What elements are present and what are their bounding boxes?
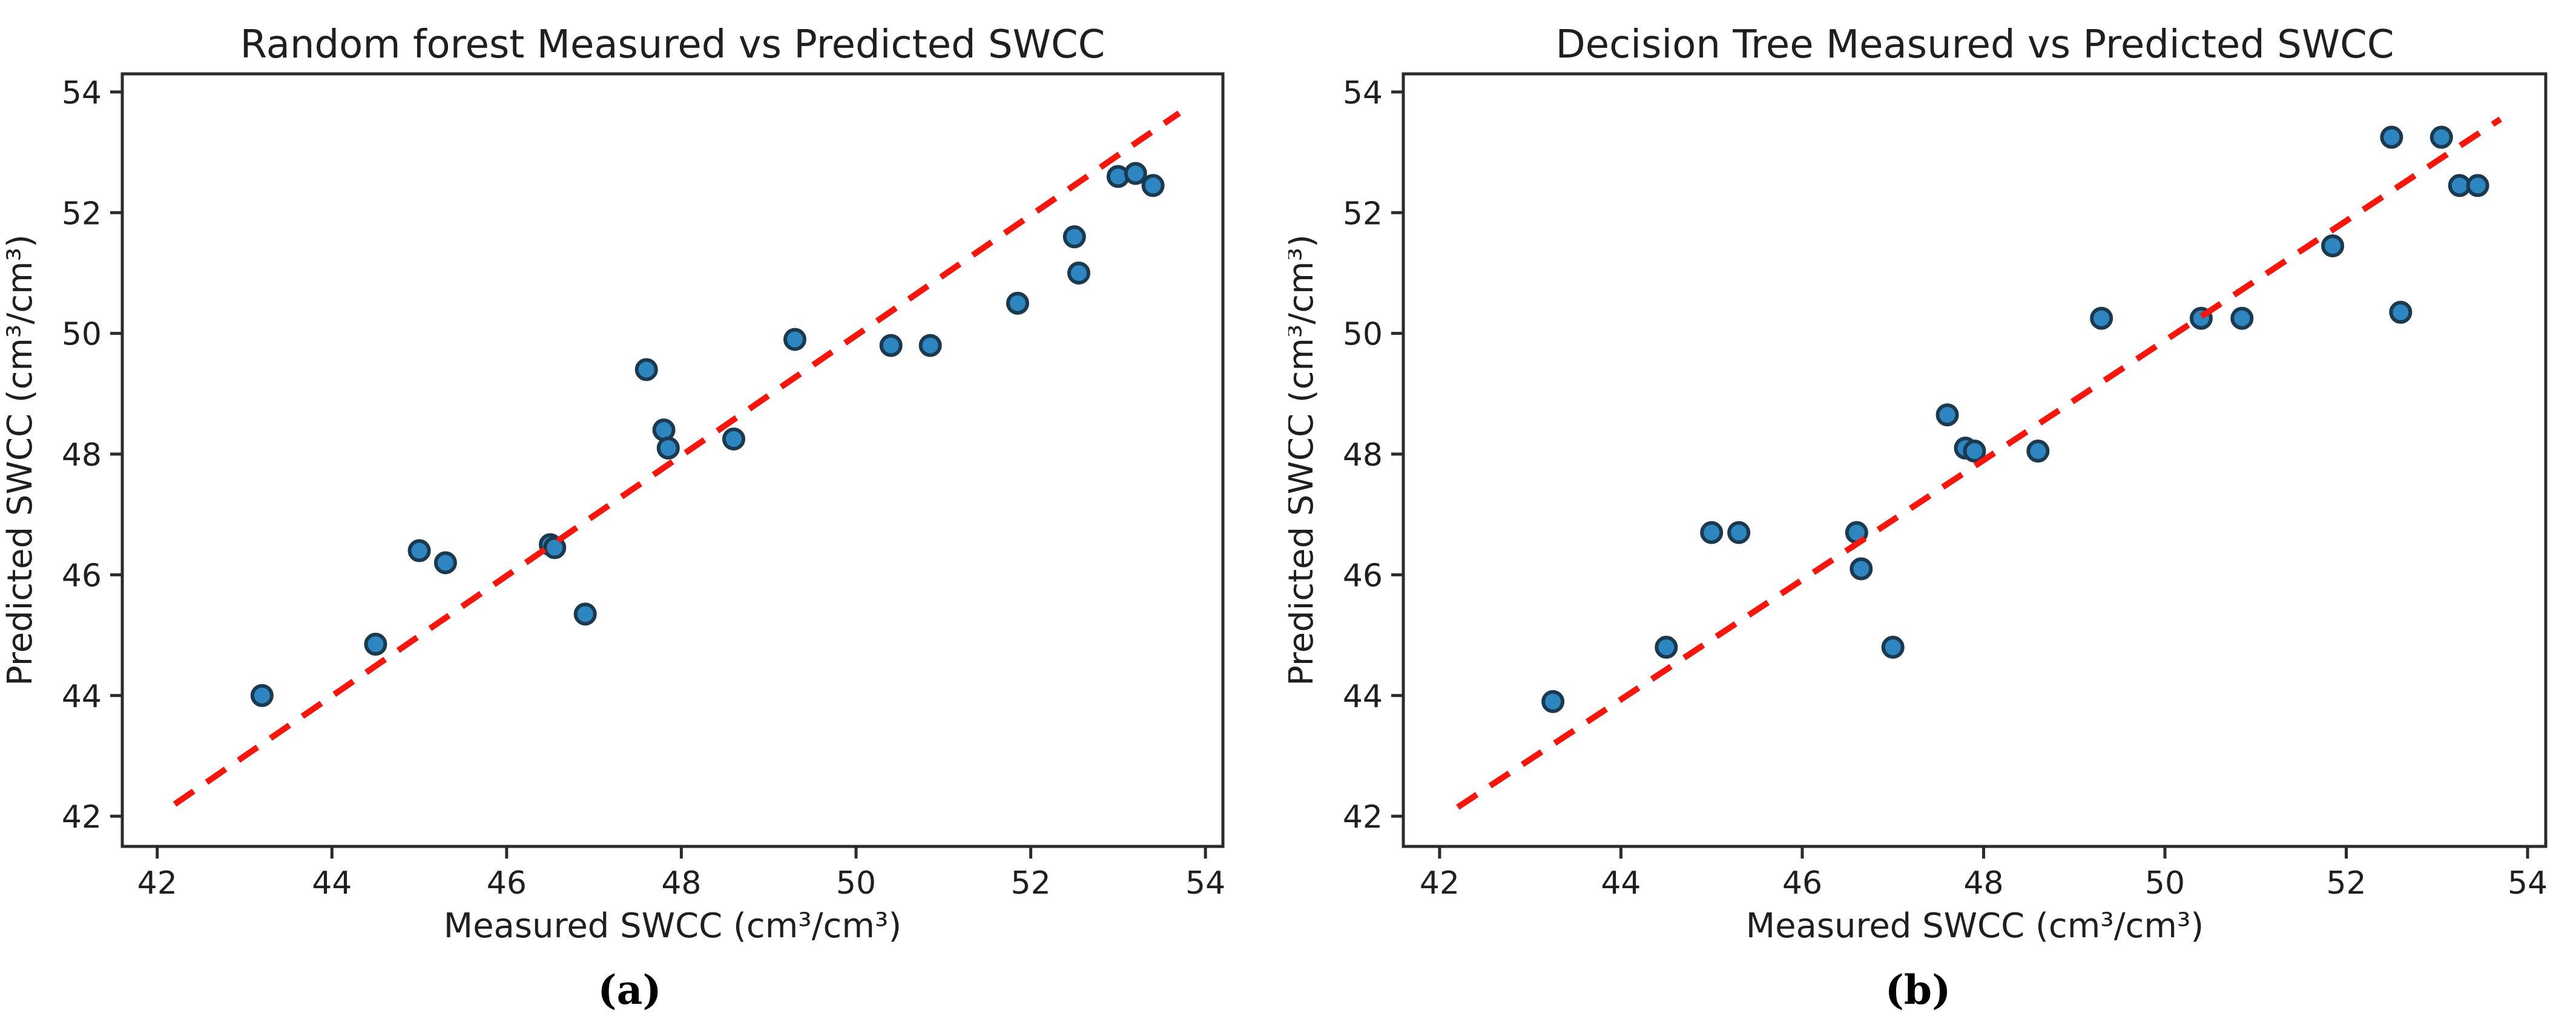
svg-text:44: 44 xyxy=(62,679,102,715)
svg-text:46: 46 xyxy=(487,865,527,902)
svg-text:54: 54 xyxy=(1343,75,1383,111)
svg-text:42: 42 xyxy=(1343,799,1383,836)
svg-text:44: 44 xyxy=(1601,865,1641,902)
x-axis-label: Measured SWCC (cm³/cm³) xyxy=(1746,906,2204,946)
svg-text:54: 54 xyxy=(1185,865,1225,902)
svg-text:52: 52 xyxy=(2326,865,2366,902)
svg-text:54: 54 xyxy=(62,75,102,111)
svg-text:50: 50 xyxy=(2145,865,2185,902)
svg-text:46: 46 xyxy=(1782,865,1822,902)
subfigure-label: (b) xyxy=(1885,966,1951,1014)
panel-b: 42 44 46 48 50 52 54 42 44 46 48 50 52 54 Decision Tr… xyxy=(1288,0,2576,1022)
plot-area-b: 42 44 46 48 50 52 54 42 44 46 48 50 52 54 xyxy=(1343,72,2548,902)
svg-text:50: 50 xyxy=(62,317,102,353)
svg-text:42: 42 xyxy=(137,865,177,902)
svg-text:42: 42 xyxy=(62,799,102,836)
decision-tree-scatter-plot: 42 44 46 48 50 52 54 42 44 46 48 50 52 54 Decision Tr… xyxy=(1288,22,2548,1014)
panel-a: 42 44 46 48 50 52 54 42 44 46 48 50 52 54 Random fore… xyxy=(1,22,1225,1014)
y-axis-label: Predicted SWCC (cm³/cm³) xyxy=(1,234,40,686)
y-axis-label: Predicted SWCC (cm³/cm³) xyxy=(1288,234,1321,686)
svg-text:52: 52 xyxy=(62,196,102,232)
svg-text:48: 48 xyxy=(62,437,102,473)
svg-text:48: 48 xyxy=(1963,865,2003,902)
svg-text:48: 48 xyxy=(1343,437,1383,473)
svg-text:48: 48 xyxy=(661,865,701,902)
plot-area-a: 42 44 46 48 50 52 54 42 44 46 48 50 52 54 xyxy=(62,72,1225,902)
x-axis-label: Measured SWCC (cm³/cm³) xyxy=(444,906,901,946)
svg-text:50: 50 xyxy=(836,865,876,902)
svg-text:54: 54 xyxy=(2508,865,2548,902)
svg-text:52: 52 xyxy=(1010,865,1050,902)
svg-text:46: 46 xyxy=(1343,558,1383,594)
chart-title: Decision Tree Measured vs Predicted SWCC xyxy=(1555,22,2394,67)
svg-text:50: 50 xyxy=(1343,317,1383,353)
svg-text:44: 44 xyxy=(1343,679,1383,715)
svg-text:46: 46 xyxy=(62,558,102,594)
svg-text:44: 44 xyxy=(312,865,352,902)
svg-text:52: 52 xyxy=(1343,196,1383,232)
random-forest-scatter-plot: 42 44 46 48 50 52 54 42 44 46 48 50 52 54 Random fore… xyxy=(1,22,1225,1014)
subfigure-label: (a) xyxy=(598,966,661,1014)
chart-title: Random forest Measured vs Predicted SWCC xyxy=(240,22,1105,67)
svg-text:42: 42 xyxy=(1420,865,1460,902)
